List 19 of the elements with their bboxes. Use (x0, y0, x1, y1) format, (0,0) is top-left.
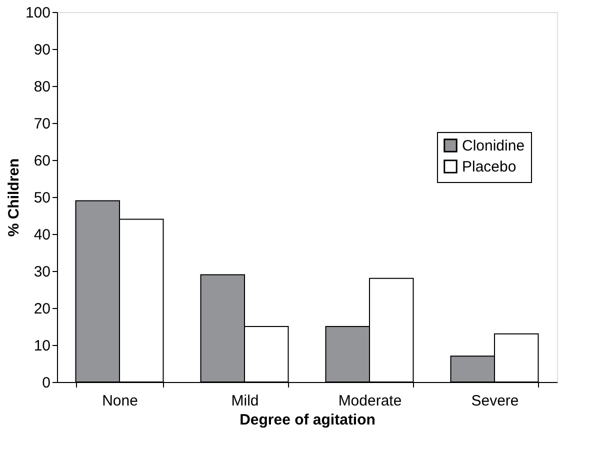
y-tick-label: 70 (34, 116, 50, 132)
y-tick-label: 90 (34, 42, 50, 58)
y-tick-label: 80 (34, 78, 50, 96)
x-axis-title: Degree of agitation (240, 412, 376, 428)
y-tick-label: 60 (34, 152, 50, 170)
y-tick-label: 30 (34, 264, 50, 280)
y-tick-label: 50 (34, 190, 50, 206)
y-tick-label: 20 (34, 300, 50, 318)
y-tick-label: 40 (34, 226, 50, 244)
x-tick-label: Mild (231, 392, 259, 410)
y-tick-label: 0 (42, 374, 50, 392)
legend-label: Clonidine (462, 138, 525, 154)
x-tick-label: Moderate (338, 392, 402, 410)
y-axis-title: % Children (5, 158, 22, 237)
x-tick-label: None (102, 392, 138, 410)
x-tick-label: Severe (471, 392, 519, 410)
legend-label: Placebo (462, 158, 516, 176)
y-tick-label: 100 (25, 4, 50, 22)
y-tick-label: 10 (34, 338, 50, 354)
